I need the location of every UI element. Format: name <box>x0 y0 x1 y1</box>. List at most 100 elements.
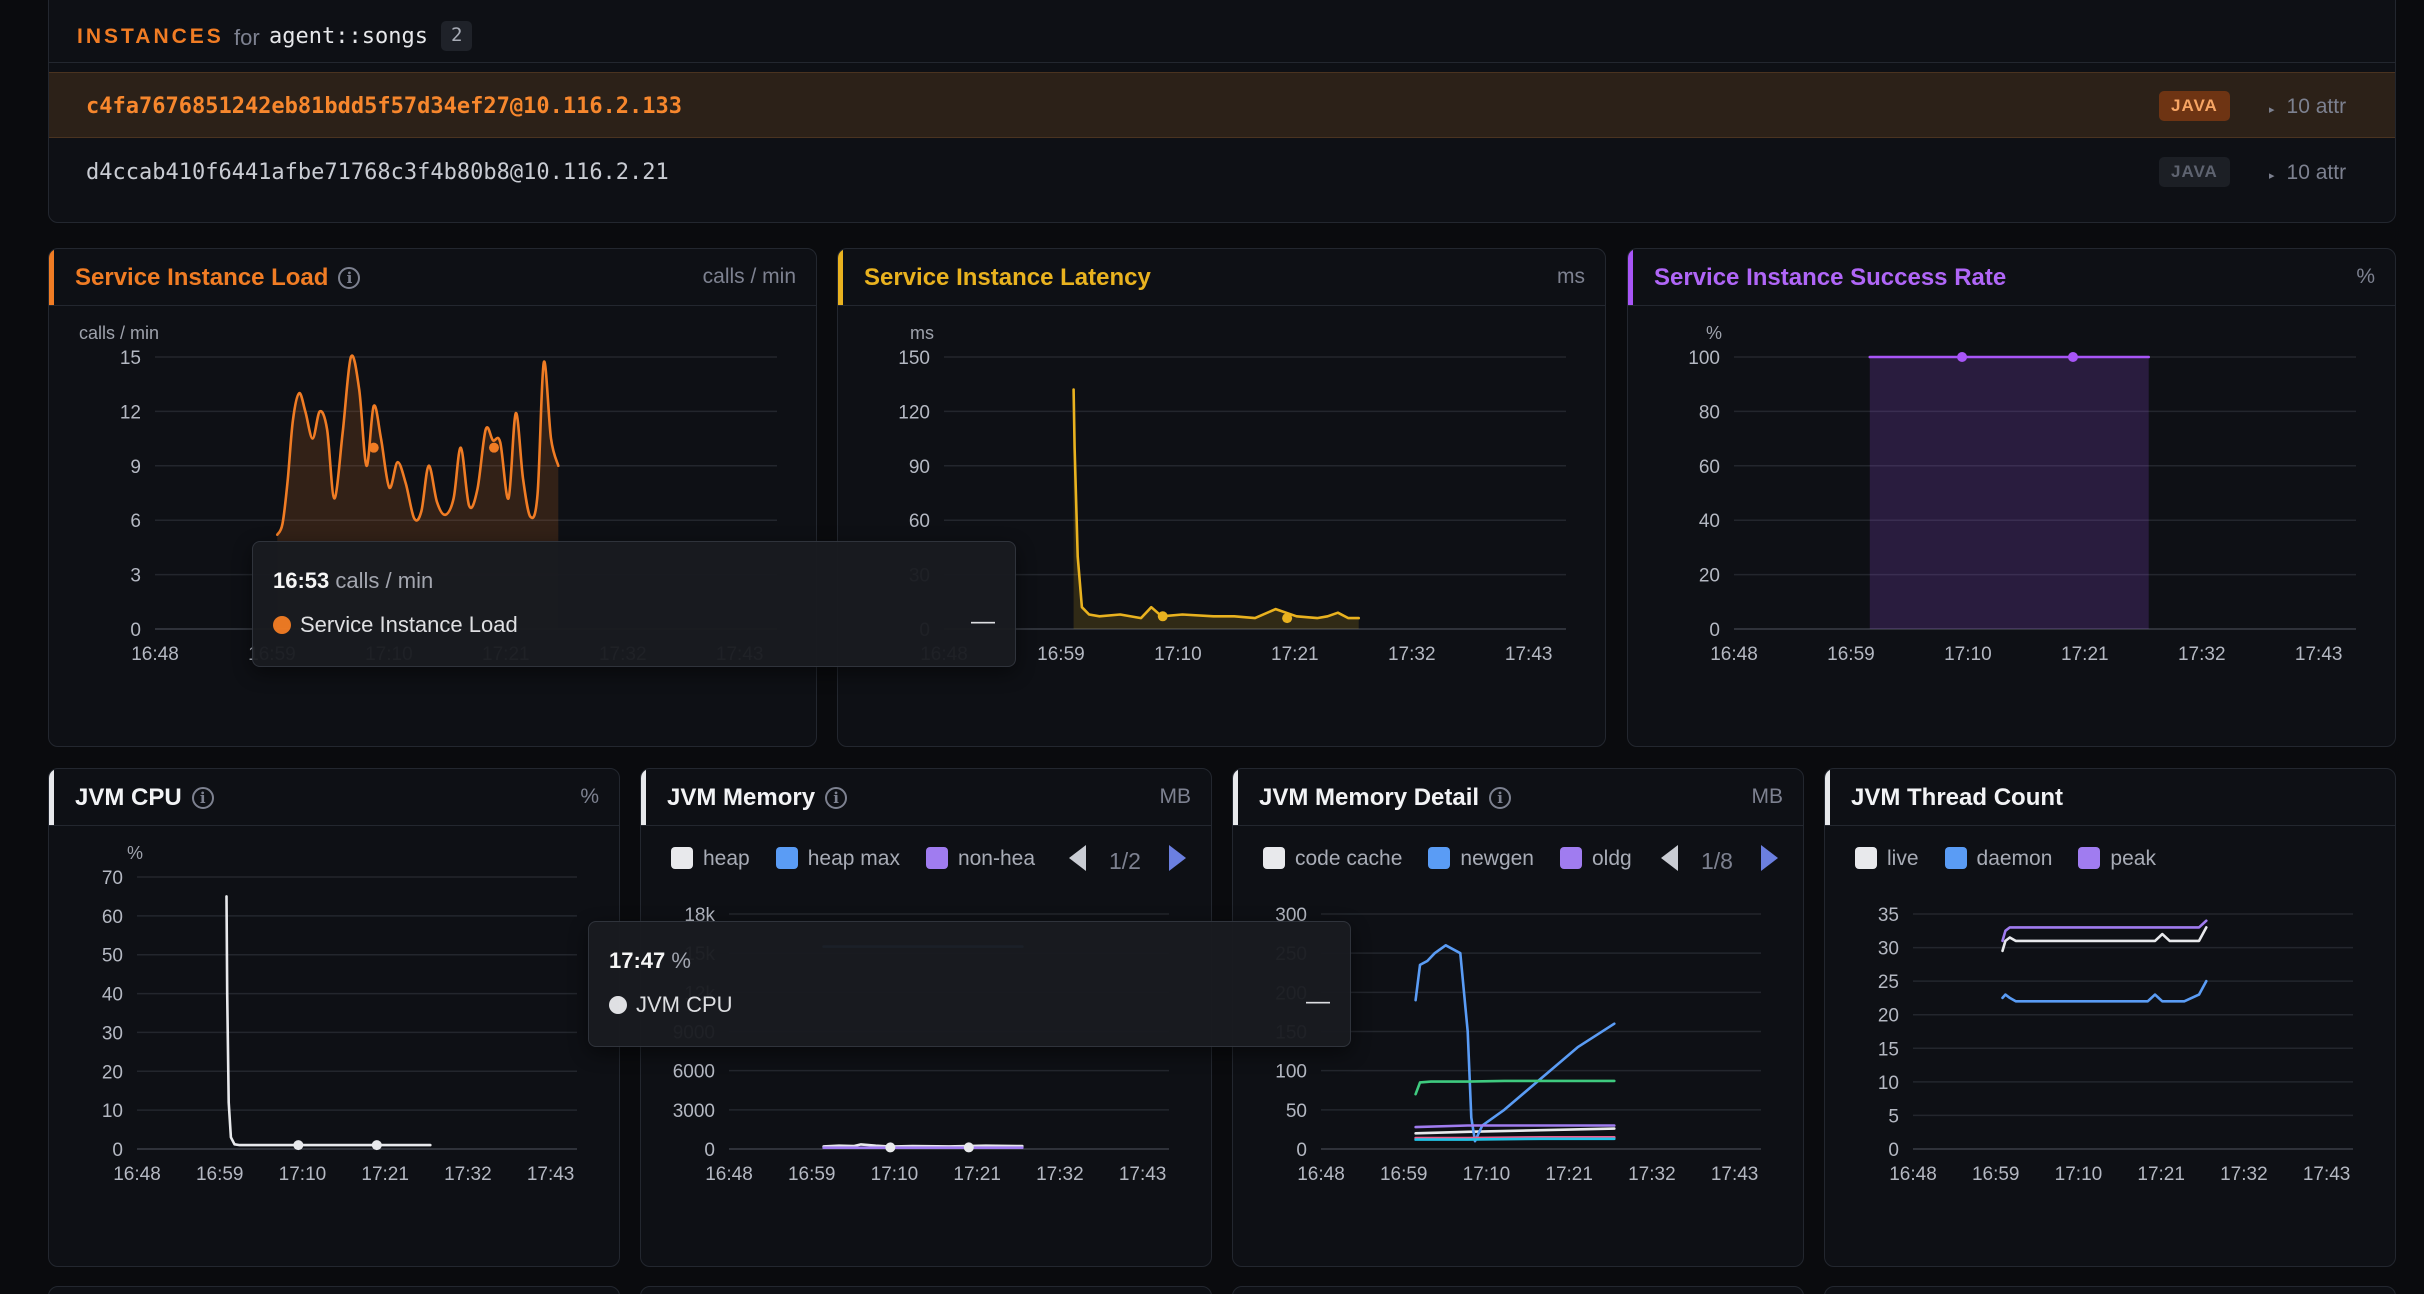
x-tick-label: 17:21 <box>1271 644 1319 665</box>
x-tick-label: 17:10 <box>1944 644 1992 665</box>
x-tick-label: 17:32 <box>1036 1164 1084 1185</box>
y-tick-label: 0 <box>1888 1140 1899 1161</box>
card-divider <box>49 305 816 306</box>
load-tooltip: 16:53 calls / min Service Instance Load … <box>252 541 1016 667</box>
y-axis-label: ms <box>910 323 934 343</box>
card-title: Service Instance Success Rate <box>1654 264 2007 291</box>
y-axis-label: calls / min <box>79 323 159 343</box>
y-tick-label: 300 <box>1275 905 1307 926</box>
series-line <box>1414 1136 1616 1140</box>
info-icon[interactable]: i <box>825 787 848 809</box>
legend-item-oldgen[interactable]: oldg <box>1559 847 1632 871</box>
instance-id: c4fa7676851242eb81bdd5f57d34ef27@10.116.… <box>86 94 683 119</box>
card-accent <box>641 769 646 825</box>
tooltip-time: 16:53 <box>273 568 330 593</box>
legend-next-icon[interactable] <box>1169 845 1187 877</box>
latency-chart: 030609012015016:4816:5917:1017:2117:3217… <box>898 323 1566 665</box>
legend-item-daemon[interactable]: daemon <box>1944 847 2052 871</box>
card-service-instance-latency: Service Instance Latency ms 030609012015… <box>837 248 1606 747</box>
x-tick-label: 17:21 <box>953 1164 1001 1185</box>
legend-label: peak <box>2110 847 2156 870</box>
x-tick-label: 16:48 <box>131 644 179 665</box>
info-icon[interactable]: i <box>1489 787 1512 809</box>
caret-right-icon: ▸ <box>2269 104 2275 116</box>
legend-swatch <box>1428 847 1451 869</box>
legend-next-icon[interactable] <box>1761 845 1779 877</box>
x-tick-label: 17:21 <box>2061 644 2109 665</box>
instance-row-2[interactable]: d4ccab410f6441afbe71768c3f4b80b8@10.116.… <box>49 139 2395 205</box>
x-tick-label: 17:43 <box>2303 1164 2351 1185</box>
x-tick-label: 16:48 <box>1297 1164 1345 1185</box>
legend-item-code-cache[interactable]: code cache <box>1263 847 1402 871</box>
tooltip-time: 17:47 <box>609 948 666 973</box>
attributes-count: 10 attr <box>2286 95 2347 118</box>
x-tick-label: 16:48 <box>1710 644 1758 665</box>
card-title: JVM CPU <box>75 784 182 811</box>
legend-item-peak[interactable]: peak <box>2078 847 2156 871</box>
legend-swatch <box>671 847 693 869</box>
card-next-row-2 <box>640 1286 1212 1294</box>
language-badge: JAVA <box>2159 91 2230 121</box>
series-line <box>1414 1124 1616 1129</box>
card-divider <box>838 305 1605 306</box>
legend-prev-icon[interactable] <box>1069 845 1087 877</box>
legend-label: oldg <box>1591 847 1632 870</box>
card-title: Service Instance Load <box>75 264 329 291</box>
data-point-marker <box>1957 352 1968 362</box>
x-tick-label: 17:32 <box>2178 644 2226 665</box>
legend-swatch <box>775 847 798 869</box>
thread-count-chart: 0 5 10 15 20 25 30 35 16:48 16:59 17:10 17:21 17:32 1… <box>1878 905 2353 1185</box>
y-tick-label: 150 <box>898 348 930 369</box>
y-tick-label: 90 <box>909 457 930 478</box>
x-tick-label: 16:59 <box>1380 1164 1428 1185</box>
x-tick-label: 17:32 <box>2220 1164 2268 1185</box>
legend-item-live[interactable]: live <box>1855 847 1919 871</box>
card-title-wrap: JVM CPU i <box>75 784 214 812</box>
legend-item-heap-max[interactable]: heap max <box>775 847 900 871</box>
card-unit: % <box>580 785 599 808</box>
y-tick-label: 80 <box>1699 402 1720 423</box>
data-point-marker <box>963 1142 974 1153</box>
y-tick-label: 100 <box>1688 348 1720 369</box>
legend-prev-icon[interactable] <box>1661 845 1679 877</box>
attributes-toggle[interactable]: ▸ 10 attr <box>2269 161 2346 185</box>
instance-row-1[interactable]: c4fa7676851242eb81bdd5f57d34ef27@10.116.… <box>49 72 2395 138</box>
instances-header: INSTANCES for agent::songs 2 <box>49 1 2395 63</box>
x-tick-label: 16:48 <box>113 1164 161 1185</box>
series-line <box>276 354 560 536</box>
tooltip-header: 16:53 calls / min <box>273 568 433 594</box>
load-chart: 0369121516:4816:5917:1017:2117:3217:43ca… <box>79 323 777 665</box>
info-icon[interactable]: i <box>191 787 214 809</box>
legend-page-indicator: 1/8 <box>1701 848 1733 874</box>
attributes-count: 10 attr <box>2286 161 2347 184</box>
legend-item-newgen[interactable]: newgen <box>1428 847 1534 871</box>
y-tick-label: 0 <box>704 1140 715 1161</box>
y-tick-label: 30 <box>102 1023 123 1044</box>
y-tick-label: 12 <box>120 402 141 423</box>
series-line <box>1414 1079 1616 1096</box>
card-jvm-cpu: JVM CPU i % 0 10 20 30 40 50 60 70 16:48 16:59 17:1… <box>48 768 620 1267</box>
caret-right-icon: ▸ <box>2269 170 2275 182</box>
info-icon[interactable]: i <box>338 267 361 289</box>
series-line <box>1414 944 1616 1143</box>
x-tick-label: 17:43 <box>1505 644 1553 665</box>
x-tick-label: 17:43 <box>527 1164 575 1185</box>
series-line <box>2001 979 2208 1003</box>
x-tick-label: 17:10 <box>871 1164 919 1185</box>
card-next-row-3 <box>1232 1286 1804 1294</box>
legend-item-heap[interactable]: heap <box>671 847 750 871</box>
y-tick-label: 6 <box>130 511 141 532</box>
attributes-toggle[interactable]: ▸ 10 attr <box>2269 95 2346 119</box>
y-tick-label: 100 <box>1275 1062 1307 1083</box>
series-line <box>2001 919 2208 943</box>
instance-id: d4ccab410f6441afbe71768c3f4b80b8@10.116.… <box>86 160 669 185</box>
cpu-chart: 0 10 20 30 40 50 60 70 16:48 16:59 17:10 17:21 17:32… <box>102 843 577 1185</box>
tooltip-series-name: JVM CPU <box>636 992 733 1017</box>
legend-item-non-heap[interactable]: non-hea <box>925 847 1035 871</box>
series-area <box>1869 357 2149 629</box>
y-tick-label: 20 <box>1699 566 1720 587</box>
series-line <box>1414 1127 1616 1135</box>
data-point-marker <box>293 1140 304 1151</box>
series-line <box>822 1143 1024 1148</box>
series-line <box>1072 388 1360 620</box>
